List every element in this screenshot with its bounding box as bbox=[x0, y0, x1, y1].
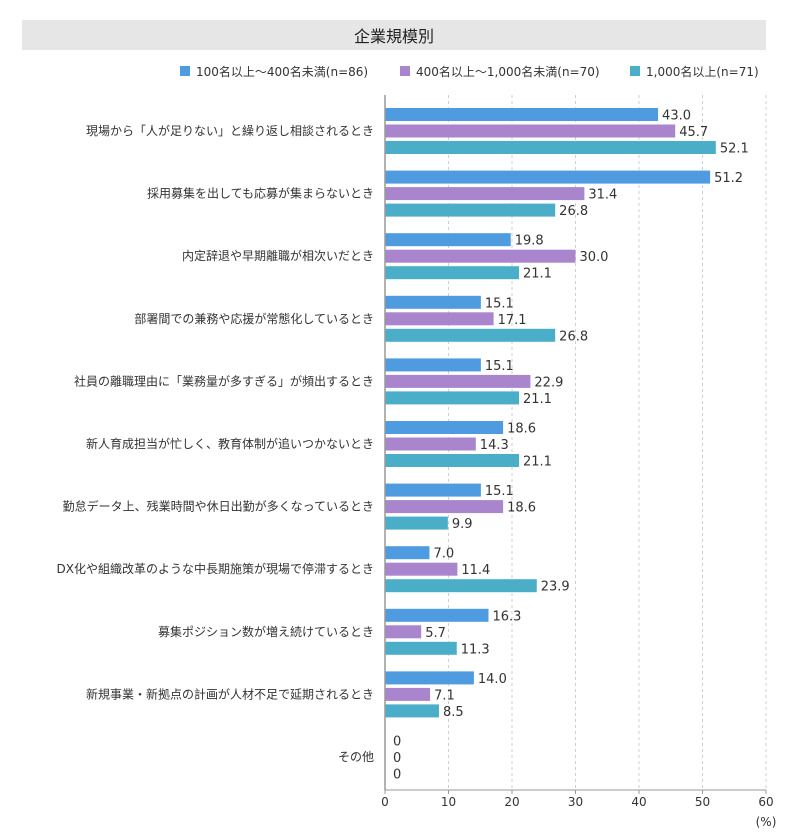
bar bbox=[385, 641, 457, 655]
data-label: 18.6 bbox=[507, 501, 536, 516]
bar bbox=[385, 454, 519, 467]
legend-label: 100名以上～400名未満(n=86) bbox=[196, 64, 368, 79]
data-label: 0 bbox=[393, 751, 401, 766]
data-label: 52.1 bbox=[720, 142, 749, 157]
category-label: その他 bbox=[338, 750, 374, 764]
data-label: 51.2 bbox=[714, 171, 743, 186]
bar bbox=[385, 374, 531, 388]
legend-swatch bbox=[630, 66, 640, 76]
data-label: 14.3 bbox=[480, 438, 509, 453]
category-label: 新規事業・新拠点の計画が人材不足で延期されるとき bbox=[86, 686, 374, 701]
category-label: 現場から「人が足りない」と繰り返し相談されるとき bbox=[86, 123, 374, 138]
legend-label: 400名以上～1,000名未満(n=70) bbox=[416, 64, 600, 79]
x-tick-label: 40 bbox=[631, 795, 646, 809]
x-tick-label: 50 bbox=[695, 795, 710, 809]
data-label: 45.7 bbox=[679, 125, 708, 140]
bar bbox=[385, 249, 576, 263]
data-label: 21.1 bbox=[523, 267, 552, 282]
legend-label: 1,000名以上(n=71) bbox=[646, 64, 759, 79]
data-label: 21.1 bbox=[523, 392, 552, 407]
bar bbox=[385, 295, 481, 309]
data-label: 11.3 bbox=[461, 642, 490, 657]
bar bbox=[385, 266, 519, 280]
legend-swatch bbox=[180, 66, 190, 76]
data-label: 15.1 bbox=[485, 359, 514, 374]
legend-swatch bbox=[400, 66, 410, 76]
x-tick-label: 20 bbox=[504, 795, 519, 809]
data-label: 31.4 bbox=[588, 188, 617, 203]
x-tick-label: 10 bbox=[441, 795, 456, 809]
category-label: 社員の離職理由に「業務量が多すぎる」が頻出するとき bbox=[74, 373, 374, 388]
bar bbox=[385, 312, 494, 326]
category-label: 採用募集を出しても応募が集まらないとき bbox=[147, 186, 374, 201]
bar bbox=[385, 483, 481, 497]
data-label: 7.0 bbox=[433, 547, 454, 562]
category-label: 募集ポジション数が増え続けているとき bbox=[158, 624, 374, 639]
bar bbox=[385, 608, 489, 622]
chart-title: 企業規模別 bbox=[22, 20, 766, 50]
bar bbox=[385, 124, 676, 138]
data-label: 9.9 bbox=[452, 517, 473, 532]
data-label: 16.3 bbox=[493, 609, 522, 624]
data-label: 11.4 bbox=[461, 563, 490, 578]
data-label: 26.8 bbox=[559, 204, 588, 219]
bar bbox=[385, 170, 711, 184]
data-label: 23.9 bbox=[541, 580, 570, 595]
bar bbox=[385, 516, 448, 530]
bar bbox=[385, 203, 556, 217]
category-label: 部署間での兼務や応援が常態化しているとき bbox=[134, 311, 374, 326]
data-label: 15.1 bbox=[485, 296, 514, 311]
data-label: 14.0 bbox=[478, 672, 507, 687]
data-label: 0 bbox=[393, 768, 401, 783]
bar bbox=[385, 704, 439, 718]
data-label: 22.9 bbox=[534, 375, 563, 390]
x-tick-label: 30 bbox=[568, 795, 583, 809]
category-label: DX化や組織改革のような中長期施策が現場で停滞するとき bbox=[57, 561, 374, 576]
data-label: 15.1 bbox=[485, 484, 514, 499]
bar bbox=[385, 421, 504, 434]
data-label: 0 bbox=[393, 735, 401, 750]
data-label: 7.1 bbox=[434, 688, 455, 703]
category-label: 内定辞退や早期離職が相次いだとき bbox=[182, 248, 374, 263]
x-tick-label: 60 bbox=[758, 795, 773, 809]
data-label: 8.5 bbox=[443, 705, 464, 720]
bar bbox=[385, 358, 481, 372]
data-label: 19.8 bbox=[515, 234, 544, 249]
x-tick-label: 0 bbox=[381, 795, 389, 809]
bar bbox=[385, 391, 519, 405]
bar bbox=[385, 687, 431, 701]
bar bbox=[385, 437, 476, 451]
data-label: 26.8 bbox=[559, 329, 588, 344]
bar bbox=[385, 108, 659, 121]
bar bbox=[385, 187, 585, 201]
bar bbox=[385, 562, 458, 576]
bar bbox=[385, 500, 504, 514]
bar bbox=[385, 671, 474, 685]
category-label: 勤怠データ上、残業時間や休日出勤が多くなっているとき bbox=[63, 499, 374, 514]
data-label: 17.1 bbox=[498, 313, 527, 328]
bar bbox=[385, 141, 716, 154]
bar bbox=[385, 233, 511, 247]
bar bbox=[385, 625, 422, 639]
category-label: 新人育成担当が忙しく、教育体制が追いつかないとき bbox=[86, 436, 374, 451]
bar bbox=[385, 328, 556, 342]
data-label: 43.0 bbox=[662, 109, 691, 124]
data-label: 30.0 bbox=[580, 250, 609, 265]
data-label: 5.7 bbox=[425, 626, 446, 641]
bar bbox=[385, 579, 537, 593]
data-label: 18.6 bbox=[507, 422, 536, 437]
bar bbox=[385, 546, 430, 560]
data-label: 21.1 bbox=[523, 455, 552, 470]
x-axis-label: (%) bbox=[756, 815, 777, 829]
